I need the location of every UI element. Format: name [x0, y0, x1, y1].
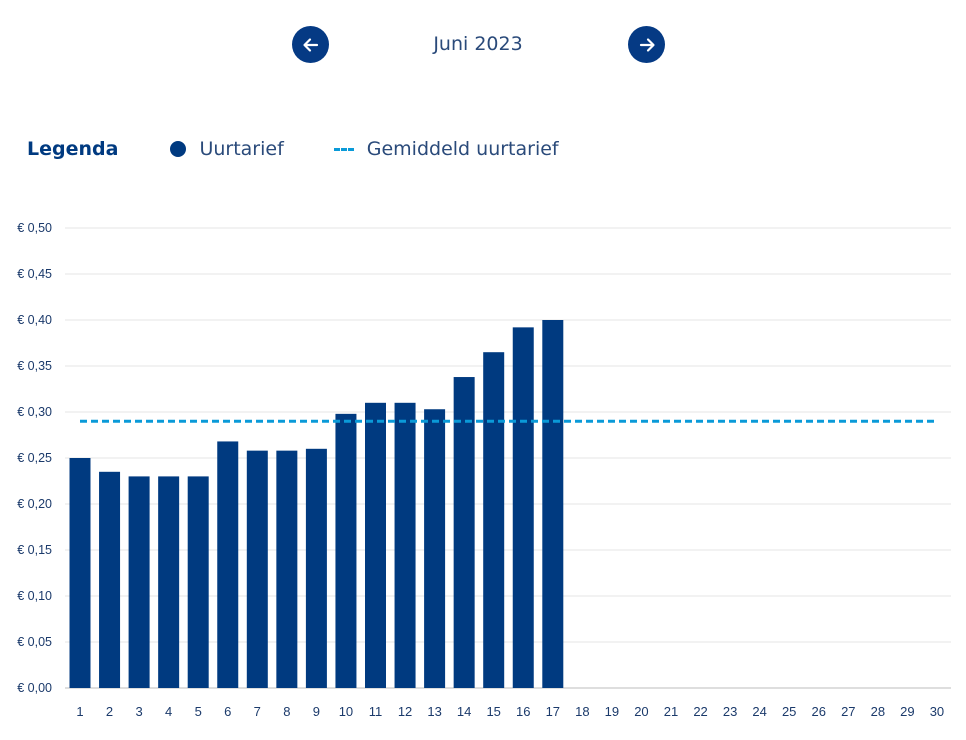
bar-day-2 [99, 471, 121, 688]
bar-day-11 [365, 402, 386, 688]
x-tick-label: 15 [486, 704, 500, 719]
x-tick-label: 30 [930, 704, 944, 719]
x-tick-label: 20 [634, 704, 648, 719]
x-tick-label: 21 [664, 704, 678, 719]
y-tick-label: € 0,30 [17, 405, 52, 419]
x-tick-label: 23 [723, 704, 737, 719]
y-tick-label: € 0,05 [17, 635, 52, 649]
bar-day-5 [187, 476, 209, 688]
legend-label-uurtarief: Uurtarief [199, 138, 284, 160]
bar-day-1 [69, 458, 91, 688]
x-tick-label: 10 [339, 704, 353, 719]
x-tick-label: 2 [106, 704, 113, 719]
x-tick-label: 7 [254, 704, 261, 719]
legend-dash-icon [333, 147, 354, 151]
bar-day-16 [512, 327, 534, 688]
x-tick-label: 16 [516, 704, 530, 719]
bar-day-3 [128, 476, 150, 688]
month-navigation: Juni 2023 [0, 26, 966, 66]
y-tick-label: € 0,10 [17, 589, 52, 603]
x-tick-label: 27 [841, 704, 855, 719]
x-tick-label: 26 [812, 704, 826, 719]
x-tick-label: 25 [782, 704, 796, 719]
y-tick-label: € 0,35 [17, 359, 52, 373]
month-label: Juni 2023 [433, 33, 523, 55]
x-tick-label: 19 [605, 704, 619, 719]
x-tick-label: 12 [398, 704, 412, 719]
y-tick-label: € 0,40 [17, 313, 52, 327]
x-tick-label: 14 [457, 704, 471, 719]
x-tick-label: 5 [195, 704, 202, 719]
bar-day-14 [453, 377, 475, 688]
bar-day-6 [217, 441, 239, 688]
arrow-left-icon [302, 37, 318, 52]
y-tick-label: € 0,25 [17, 451, 52, 465]
x-tick-label: 18 [575, 704, 589, 719]
x-tick-label: 8 [283, 704, 290, 719]
bar-day-17 [542, 320, 564, 688]
bar-day-13 [424, 409, 446, 688]
bar-day-4 [158, 476, 180, 688]
x-tick-label: 9 [313, 704, 320, 719]
x-tick-label: 6 [224, 704, 231, 719]
legend-title: Legenda [27, 138, 119, 160]
x-tick-label: 24 [752, 704, 766, 719]
bar-day-9 [305, 448, 327, 688]
bar-day-10 [335, 413, 357, 688]
x-tick-label: 22 [693, 704, 707, 719]
x-tick-label: 3 [135, 704, 142, 719]
x-tick-label: 4 [165, 704, 172, 719]
y-tick-label: € 0,50 [17, 221, 52, 235]
bar-day-8 [276, 450, 298, 688]
bar-day-7 [246, 450, 268, 688]
y-tick-label: € 0,15 [17, 543, 52, 557]
x-tick-label: 11 [369, 704, 383, 719]
y-tick-label: € 0,20 [17, 497, 52, 511]
arrow-right-icon [639, 37, 655, 52]
legend-dot-icon [170, 141, 187, 157]
y-tick-label: € 0,45 [17, 267, 52, 281]
legend-label-average: Gemiddeld uurtarief [366, 138, 559, 160]
x-tick-label: 1 [76, 704, 83, 719]
bar-day-15 [483, 352, 505, 688]
x-tick-label: 13 [427, 704, 441, 719]
previous-month-button[interactable] [292, 26, 329, 63]
x-tick-label: 17 [546, 704, 560, 719]
x-tick-label: 29 [900, 704, 914, 719]
legend-item-uurtarief: Uurtarief [170, 138, 284, 160]
next-month-button[interactable] [628, 26, 665, 63]
chart-legend: Legenda Uurtarief Gemiddeld uurtarief [27, 135, 559, 163]
legend-item-average: Gemiddeld uurtarief [333, 138, 559, 160]
bar-day-12 [394, 402, 416, 688]
x-tick-label: 28 [871, 704, 885, 719]
y-tick-label: € 0,00 [17, 681, 52, 695]
